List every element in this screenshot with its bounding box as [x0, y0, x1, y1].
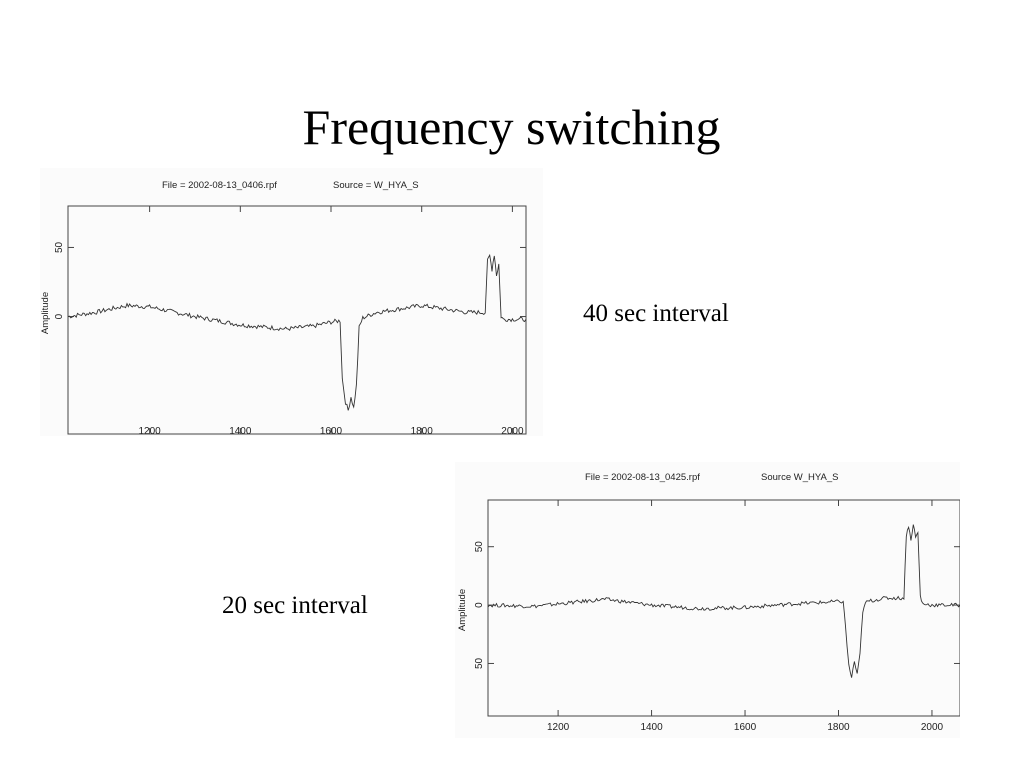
y-tick-label: 50	[54, 241, 65, 253]
spectrum-trace	[487, 524, 961, 678]
plot-header-file: File = 2002-08-13_0425.rpf	[585, 472, 700, 483]
plot-header-source: Source W_HYA_S	[761, 472, 838, 483]
y-axis-label: Amplitude	[457, 589, 468, 631]
x-tick-label: 1200	[138, 426, 161, 436]
spectrum-plot-bottom-svg: File = 2002-08-13_0425.rpf Source W_HYA_S…	[457, 472, 961, 733]
x-tick-label: 2000	[921, 722, 944, 733]
caption-20-sec: 20 sec interval	[222, 592, 368, 619]
y-axis-label: Amplitude	[40, 292, 51, 334]
spectrum-plot-top-svg: File = 2002-08-13_0406.rpf Source = W_HYA…	[40, 180, 527, 437]
plot-header-source: Source = W_HYA_S	[333, 180, 419, 191]
x-tick-label: 2000	[501, 426, 524, 436]
spectrum-trace	[67, 253, 527, 411]
spectrum-plot-top: File = 2002-08-13_0406.rpf Source = W_HYA…	[40, 168, 543, 437]
y-tick-label: 0	[54, 313, 65, 319]
x-tick-label: 1400	[640, 722, 663, 733]
slide-title: Frequency switching	[302, 99, 721, 155]
y-tick-label: 0	[474, 602, 485, 608]
y-tick-label: 50	[474, 657, 485, 669]
plot-header-file: File = 2002-08-13_0406.rpf	[162, 180, 277, 191]
spectrum-plot-bottom: File = 2002-08-13_0425.rpf Source W_HYA_S…	[455, 462, 961, 738]
caption-40-sec: 40 sec interval	[583, 300, 729, 327]
plot-frame	[67, 205, 527, 435]
x-tick-label: 1800	[411, 426, 434, 436]
x-tick-label: 1800	[827, 722, 850, 733]
x-tick-label: 1200	[547, 722, 570, 733]
x-tick-label: 1600	[320, 426, 343, 436]
x-tick-label: 1600	[734, 722, 757, 733]
y-tick-label: 50	[474, 541, 485, 553]
x-tick-label: 1400	[229, 426, 252, 436]
